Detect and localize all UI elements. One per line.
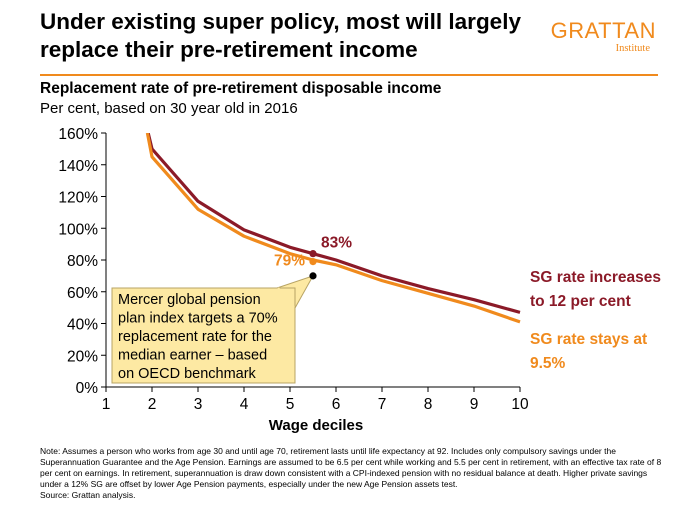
x-tick-label: 6	[332, 396, 341, 413]
chart-title: Replacement rate of pre-retirement dispo…	[40, 80, 442, 97]
x-tick-label: 3	[194, 396, 203, 413]
callout-line: median earner – based	[118, 348, 267, 364]
x-tick-label: 5	[286, 396, 295, 413]
chart-subtitle: Per cent, based on 30 year old in 2016	[40, 100, 298, 117]
callout-line: plan index targets a 70%	[118, 311, 278, 327]
headline: Under existing super policy, most will l…	[40, 9, 521, 62]
x-axis-label: Wage deciles	[269, 417, 363, 434]
note-text: Note: Assumes a person who works from ag…	[40, 446, 662, 489]
callout-line: replacement rate for the	[118, 329, 272, 345]
x-tick-label: 4	[240, 396, 249, 413]
x-tick-label: 8	[424, 396, 433, 413]
y-tick-label: 40%	[67, 317, 98, 334]
annotation-label: 79%	[274, 253, 305, 270]
source-text: Source: Grattan analysis.	[40, 490, 136, 500]
y-tick-label: 80%	[67, 253, 98, 270]
x-tick-label: 1	[102, 396, 111, 413]
callout-line: on OECD benchmark	[118, 366, 257, 382]
x-tick-label: 9	[470, 396, 479, 413]
y-tick-label: 0%	[76, 380, 99, 397]
callout-line: Mercer global pension	[118, 292, 261, 308]
y-tick-label: 60%	[67, 285, 98, 302]
y-tick-label: 160%	[58, 126, 98, 143]
logo-subtitle: Institute	[615, 43, 650, 54]
annotation-marker	[309, 257, 317, 266]
callout-box	[111, 287, 296, 384]
logo-wordmark: GRATTAN	[550, 18, 656, 43]
annotation-label: 83%	[321, 235, 352, 252]
y-tick-label: 20%	[67, 348, 98, 365]
series-label: SG rate increases	[530, 269, 661, 286]
callout-seam	[277, 287, 295, 308]
x-tick-label: 7	[378, 396, 387, 413]
y-tick-label: 120%	[58, 190, 98, 207]
grattan-logo: GRATTAN Institute	[546, 18, 656, 55]
annotation-marker	[309, 272, 317, 280]
series-label: SG rate stays at	[530, 331, 647, 348]
x-tick-label: 2	[148, 396, 157, 413]
x-tick-label: 10	[511, 396, 529, 413]
y-tick-label: 100%	[58, 221, 98, 238]
y-tick-label: 140%	[58, 158, 98, 175]
annotation-marker	[309, 250, 317, 258]
header-divider	[40, 74, 658, 76]
series-line-1	[146, 133, 521, 314]
chart-note: Note: Assumes a person who works from ag…	[40, 446, 665, 501]
series-label: to 12 per cent	[530, 293, 631, 310]
series-label: 9.5%	[530, 355, 566, 372]
replacement-rate-chart: 0% 20% 40% 60% 80% 100% 120% 140% 160% 1 2 3 4 5 6 7 8 9 1…	[58, 126, 661, 434]
